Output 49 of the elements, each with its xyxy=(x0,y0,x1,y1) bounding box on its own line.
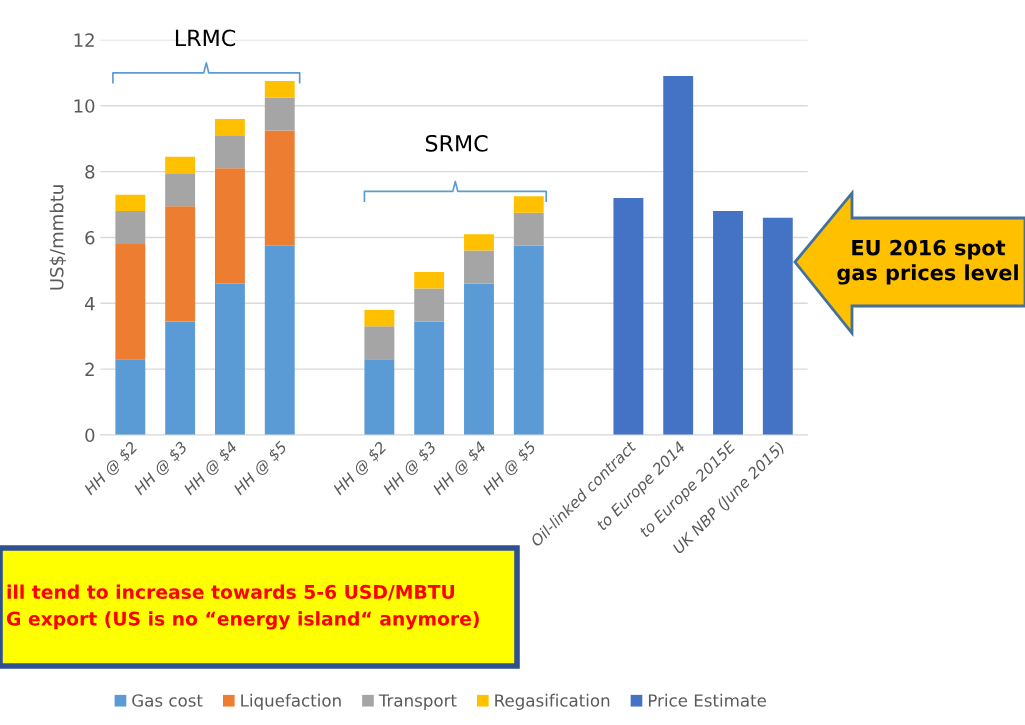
bar xyxy=(713,211,743,435)
bar xyxy=(762,217,793,435)
y-tick-label: 4 xyxy=(84,296,95,311)
bar xyxy=(464,283,494,435)
bar xyxy=(115,359,146,435)
y-tick-label: 2 xyxy=(85,362,94,377)
annotation: SRMC xyxy=(425,134,488,152)
bar xyxy=(464,250,494,284)
bar xyxy=(513,196,544,213)
bar xyxy=(215,118,245,136)
bar xyxy=(364,309,395,327)
y-tick-label: 10 xyxy=(74,99,95,113)
bar xyxy=(165,173,196,207)
bar xyxy=(215,135,245,169)
bar xyxy=(414,321,445,435)
bar xyxy=(513,212,544,246)
bar xyxy=(165,156,196,174)
bar xyxy=(264,81,295,98)
legend-label: Price Estimate xyxy=(648,693,766,707)
bar xyxy=(264,97,295,131)
y-tick-label: 0 xyxy=(85,428,95,443)
bar xyxy=(613,197,644,435)
bar xyxy=(364,326,395,360)
bar xyxy=(165,206,196,322)
y-tick-label: 8 xyxy=(85,165,95,179)
legend-label: Regasification xyxy=(495,693,610,710)
text: ill tend to increase towards 5-6 USD/MBTU G export (US is no “energy island“ anymore) xyxy=(6,584,479,630)
bar xyxy=(215,168,245,284)
y-tick-label: 6 xyxy=(85,230,95,245)
bar xyxy=(513,245,544,435)
bar xyxy=(414,272,445,289)
bar xyxy=(215,283,245,435)
bar xyxy=(414,288,445,322)
bar xyxy=(264,130,295,246)
bar xyxy=(464,234,494,251)
legend-label: Gas cost xyxy=(132,694,203,707)
annotation: LRMC xyxy=(175,29,236,47)
legend-label: Transport xyxy=(378,694,457,710)
bar xyxy=(115,211,146,245)
bar xyxy=(663,76,694,435)
bar xyxy=(115,194,146,212)
legend-label: Liquefaction xyxy=(241,693,341,710)
bar xyxy=(115,244,146,360)
bar xyxy=(264,245,295,435)
bar xyxy=(165,321,196,435)
y-tick-label: 12 xyxy=(74,33,94,47)
y-axis-title: US$/mmbtu xyxy=(49,185,66,290)
text: EU 2016 spot gas prices level xyxy=(837,239,1018,285)
bar xyxy=(364,359,395,435)
